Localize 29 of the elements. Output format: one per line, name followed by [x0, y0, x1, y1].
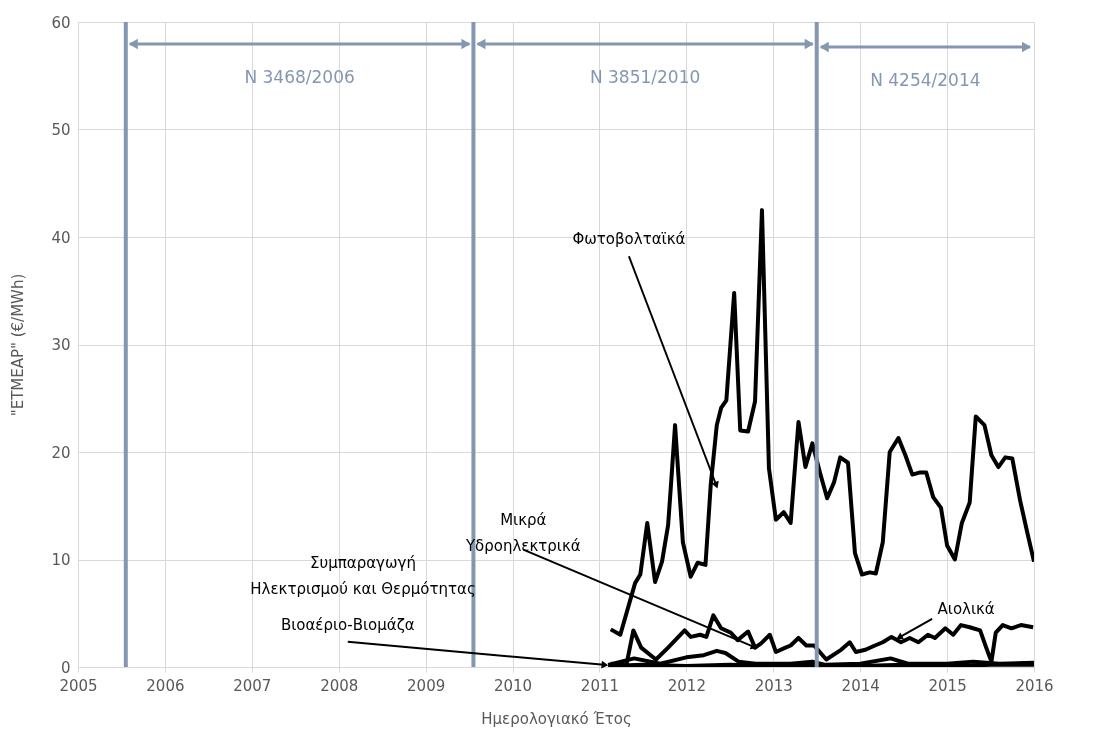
- ref-line-label: N 4254/2014: [870, 70, 981, 90]
- x-tick-label: 2007: [233, 676, 272, 695]
- x-tick-label: 2006: [146, 676, 185, 695]
- annotation: Αιολικά: [937, 599, 995, 618]
- x-tick-label: 2011: [580, 676, 620, 695]
- x-axis-title: Ημερολογιακό Έτος: [481, 709, 632, 728]
- ref-line-label: N 3851/2010: [589, 67, 701, 87]
- x-tick-label: 2005: [59, 676, 98, 695]
- x-tick-label: 2014: [841, 676, 880, 695]
- y-axis-title: "ΕΤΜΕΑΡ" (€/MWh): [9, 273, 28, 417]
- y-tick-label: 30: [51, 336, 71, 354]
- annotation: Φωτοβολταϊκά: [572, 230, 686, 249]
- ref-line-label: N 3468/2006: [244, 67, 355, 87]
- y-tick-label: 10: [51, 551, 71, 569]
- x-tick-label: 2016: [1015, 676, 1054, 695]
- x-tick-label: 2008: [320, 676, 359, 695]
- x-tick-label: 2015: [928, 676, 967, 695]
- annotation: Μικρά Υδροηλεκτρικά: [464, 510, 581, 555]
- x-tick-label: 2013: [754, 676, 793, 695]
- y-tick-label: 0: [60, 658, 71, 677]
- x-tick-label: 2009: [407, 676, 446, 695]
- annotation: Βιοαέριο-Βιομάζα: [280, 615, 415, 634]
- annotation: Συμπαραγωγή Ηλεκτρισμού και Θερμότητας: [250, 554, 476, 598]
- y-tick-label: 40: [51, 228, 71, 247]
- x-tick-label: 2010: [493, 676, 533, 695]
- y-tick-label: 20: [51, 443, 71, 462]
- y-tick-label: 50: [51, 121, 71, 139]
- x-tick-label: 2012: [667, 676, 706, 695]
- y-tick-label: 60: [51, 13, 71, 32]
